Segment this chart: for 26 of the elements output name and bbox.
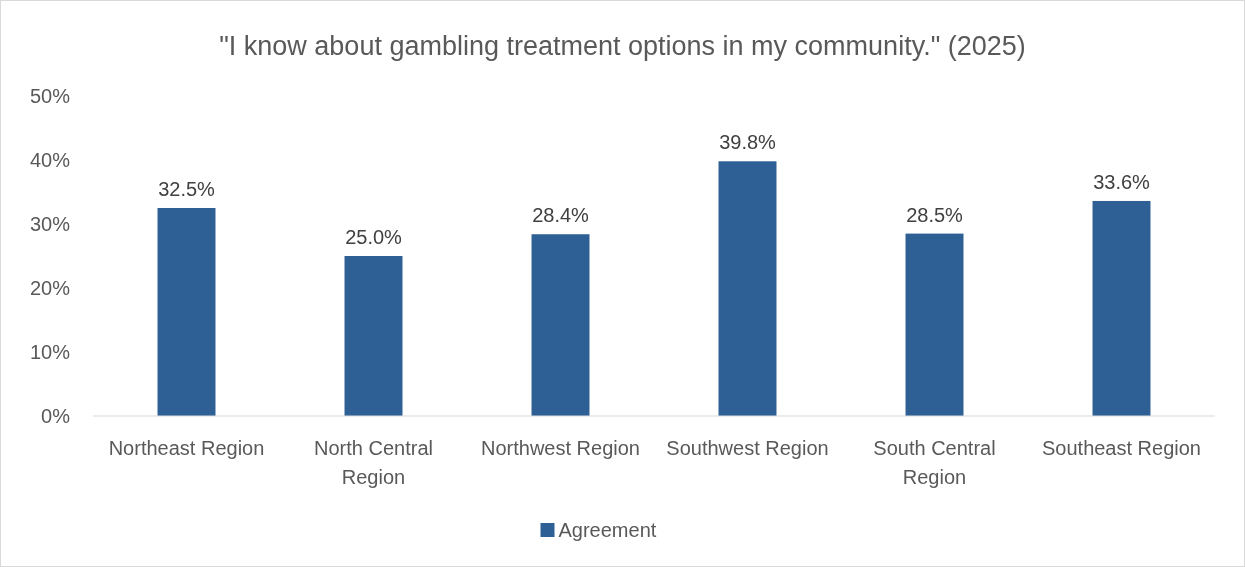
- x-tick-label: Southeast Region: [1041, 437, 1202, 459]
- y-tick-label: 0%: [41, 405, 71, 427]
- data-label: 28.4%: [532, 204, 590, 227]
- x-tick-label: South Central Region: [873, 437, 996, 488]
- x-tick-label: Southwest Region: [666, 437, 829, 459]
- data-label: 25.0%: [345, 226, 403, 248]
- chart-title: "I know about gambling treatment options in my community." (2025): [219, 31, 1026, 61]
- bar: [157, 208, 216, 416]
- x-tick-label: Northwest Region: [481, 437, 640, 459]
- y-tick-label: 40%: [29, 149, 71, 171]
- y-tick-label: 50%: [29, 85, 71, 107]
- data-label: 28.5%: [906, 203, 964, 226]
- data-label: 33.6%: [1093, 170, 1151, 193]
- bar: [718, 161, 777, 416]
- y-tick-label: 10%: [29, 341, 71, 363]
- bar: [344, 256, 403, 416]
- bar: [531, 234, 590, 416]
- y-tick-label: 30%: [29, 213, 71, 235]
- bar: [905, 233, 964, 416]
- bar: [1092, 200, 1151, 416]
- data-label: 39.8%: [719, 131, 777, 154]
- legend-label: Agreement: [558, 519, 657, 541]
- x-tick-label: Northeast Region: [108, 437, 265, 459]
- y-tick-label: 20%: [29, 277, 71, 299]
- x-tick-label: North Central Region: [314, 437, 433, 488]
- data-label: 32.5%: [158, 178, 216, 200]
